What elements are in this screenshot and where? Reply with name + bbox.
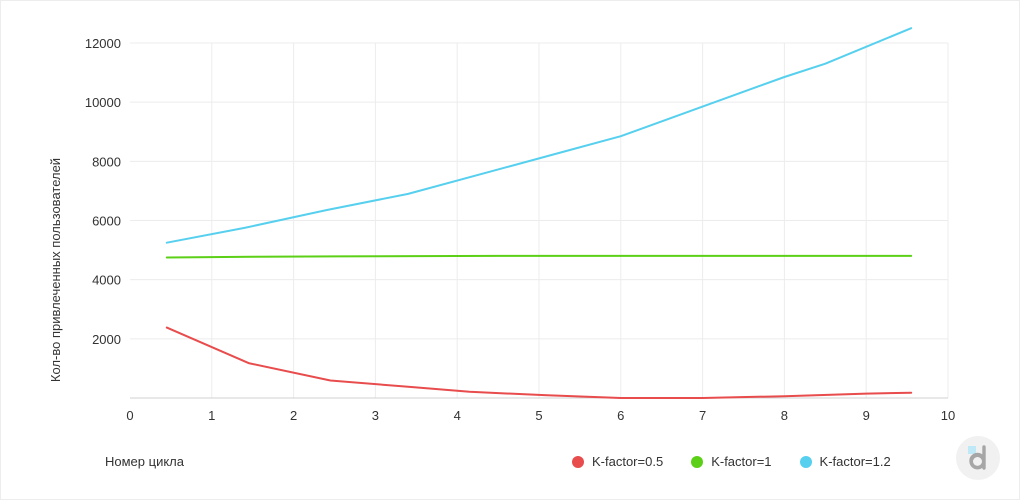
x-tick-label: 5 (535, 408, 542, 423)
y-tick-label: 2000 (92, 332, 121, 347)
axes: 0 1 2 3 4 5 6 7 8 9 10 2000 4000 6000 8000 10000 12000 (85, 36, 955, 423)
grid (130, 42, 949, 398)
legend-item-k-factor-1[interactable]: K-factor=1 (691, 454, 772, 469)
legend-label: K-factor=1.2 (819, 454, 891, 469)
legend-marker-k-factor-0-5 (572, 455, 584, 468)
legend-marker-k-factor-1-2 (799, 455, 812, 468)
legend-marker-k-factor-1 (691, 455, 704, 468)
y-tick-label: 4000 (92, 273, 121, 288)
x-tick-label: 4 (454, 408, 461, 423)
x-tick-label: 1 (208, 408, 215, 423)
x-tick-label: 10 (941, 408, 955, 423)
y-tick-label: 8000 (92, 154, 121, 169)
x-tick-label: 7 (699, 408, 706, 423)
x-tick-label: 2 (290, 408, 297, 423)
series-layer (165, 27, 913, 399)
series-line-2[interactable] (165, 27, 913, 244)
brand-logo-icon (956, 436, 1000, 480)
legend-label: K-factor=0.5 (592, 454, 664, 469)
x-tick-label: 9 (863, 408, 870, 423)
x-tick-label: 6 (617, 408, 624, 423)
brand-logo-glyph (968, 445, 986, 470)
x-tick-label: 3 (372, 408, 379, 423)
x-tick-label: 8 (781, 408, 788, 423)
y-tick-label: 6000 (92, 214, 121, 229)
x-tick-label: 0 (126, 408, 133, 423)
y-axis-label: Кол-во привлеченных пользователей (48, 158, 63, 382)
legend-label: K-factor=1 (711, 454, 772, 469)
series-line-1[interactable] (165, 254, 913, 259)
x-axis-label: Номер цикла (105, 454, 184, 469)
y-tick-label: 10000 (85, 95, 121, 110)
series-line-0[interactable] (165, 326, 913, 399)
legend: K-factor=0.5 K-factor=1 K-factor=1.2 (572, 454, 891, 469)
legend-item-k-factor-1-2[interactable]: K-factor=1.2 (799, 454, 891, 469)
y-tick-label: 12000 (85, 36, 121, 51)
legend-item-k-factor-0-5[interactable]: K-factor=0.5 (572, 454, 663, 469)
